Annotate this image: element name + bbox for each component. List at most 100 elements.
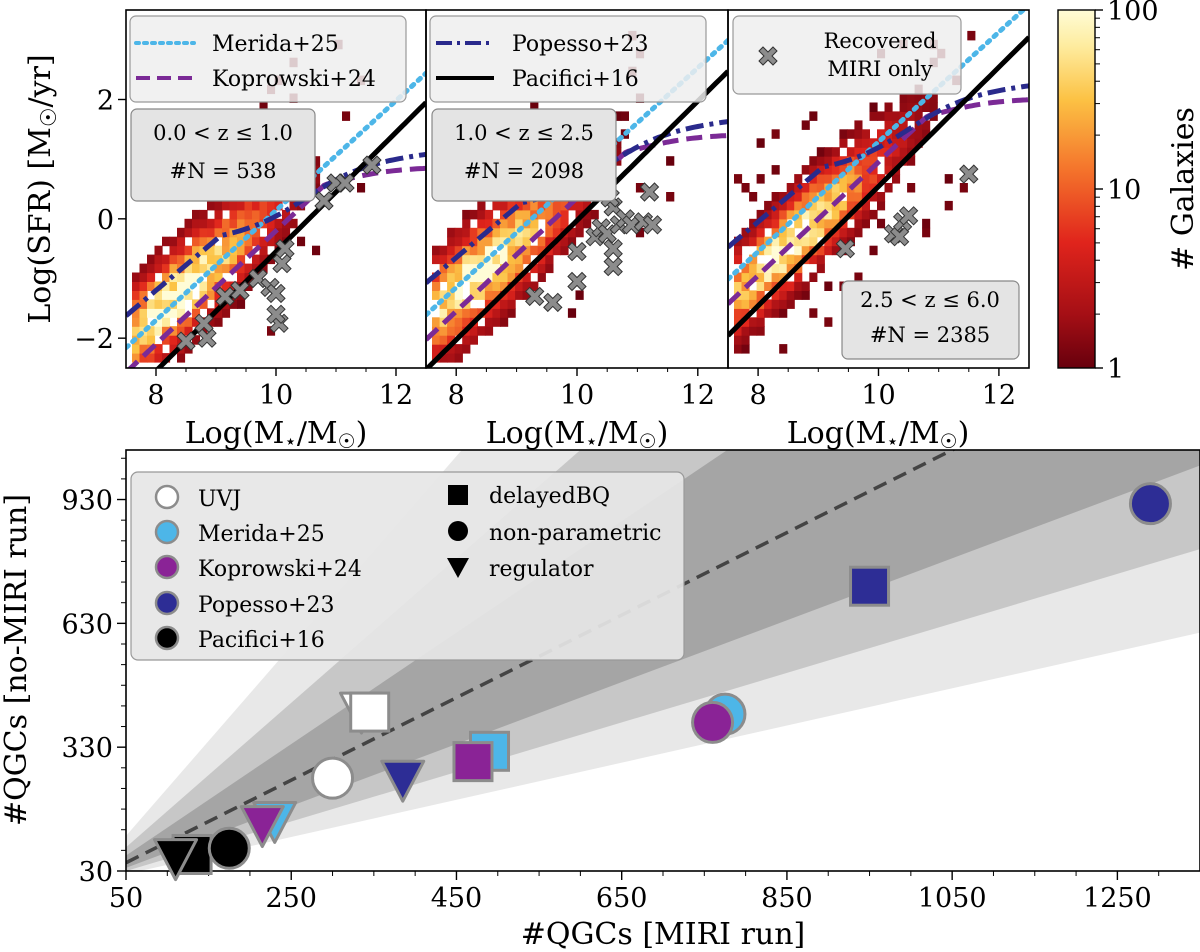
heatmap-cell xyxy=(734,344,743,354)
heatmap-cell xyxy=(907,156,916,166)
heatmap-cell xyxy=(884,120,893,130)
heatmap-cell xyxy=(237,218,246,229)
heatmap-cell xyxy=(552,200,561,211)
heatmap-cell xyxy=(530,200,539,211)
legend-koprowski-label: Koprowski+24 xyxy=(212,67,376,92)
heatmap-cell xyxy=(846,147,855,157)
heatmap-cell xyxy=(831,192,840,202)
heatmap-cell xyxy=(809,192,818,202)
heatmap-cell xyxy=(884,165,893,175)
panel-low-z-xlabel: Log(M⋆/M☉) xyxy=(185,416,368,453)
heatmap-cell xyxy=(749,254,758,265)
y-tick-label: −2 xyxy=(74,324,114,355)
heatmap-cell xyxy=(530,281,539,291)
heatmap-cell xyxy=(756,308,765,318)
heatmap-cell xyxy=(132,281,141,291)
panel-mid-z-ticks: 8 10 12 xyxy=(448,368,715,411)
heatmap-cell xyxy=(801,236,810,247)
heatmap-cell xyxy=(432,245,441,256)
heatmap-cell xyxy=(462,317,471,327)
colorbar-tick-label: 100 xyxy=(1107,0,1159,27)
panel-mid-z-legend: Popesso+23 Pacifici+16 xyxy=(429,15,707,103)
heatmap-cell xyxy=(139,317,148,327)
heatmap-cell xyxy=(214,200,223,211)
heatmap-cell xyxy=(169,290,178,300)
heatmap-cell xyxy=(794,236,803,247)
heatmap-cell xyxy=(801,209,810,220)
qgc-point-triangle xyxy=(153,838,199,882)
heatmap-cell xyxy=(816,174,825,184)
heatmap-cell xyxy=(839,174,848,184)
heatmap-cell xyxy=(786,263,795,274)
heatmap-cell xyxy=(522,245,531,256)
heatmap-cell xyxy=(169,308,178,318)
heatmap-cell xyxy=(846,200,855,211)
heatmap-cell xyxy=(854,183,863,193)
y-tick-label: 0 xyxy=(97,205,114,236)
heatmap-cell xyxy=(771,165,780,175)
heatmap-cell xyxy=(154,299,163,309)
heatmap-cell xyxy=(184,218,193,229)
heatmap-cell xyxy=(154,353,163,363)
heatmap-cell xyxy=(779,192,788,202)
heatmap-cell xyxy=(824,236,833,247)
heatmap-cell xyxy=(154,344,163,354)
heatmap-cell xyxy=(199,281,208,291)
heatmap-cell xyxy=(666,156,675,166)
x-tick-label: 8 xyxy=(147,380,164,411)
heatmap-cell xyxy=(831,227,840,238)
heatmap-cell xyxy=(839,183,848,193)
recovered-miri-point xyxy=(889,226,910,247)
heatmap-cell xyxy=(469,236,478,247)
heatmap-cell xyxy=(922,102,931,112)
panel-high-z-recovered-points xyxy=(835,164,979,259)
x-tick-label: 10 xyxy=(259,380,293,411)
recovered-miri-point xyxy=(898,206,919,226)
heatmap-cell xyxy=(199,299,208,309)
heatmap-cell xyxy=(809,308,818,318)
heatmap-cell xyxy=(484,218,494,229)
qgc-x-tick-label: 1250 xyxy=(1083,883,1152,914)
heatmap-cell xyxy=(447,326,456,336)
heatmap-cell xyxy=(839,165,848,175)
heatmap-cell xyxy=(477,218,486,229)
legend-regulator-marker xyxy=(447,558,469,578)
panel-low-z-ticks: 8 10 12 −2 0 2 xyxy=(74,86,413,412)
pacifici-relation xyxy=(426,69,728,368)
recovered-miri-point xyxy=(639,182,660,202)
colorbar-ticks: 1 10 100 xyxy=(1095,0,1159,385)
heatmap-cell xyxy=(162,290,171,300)
heatmap-cell xyxy=(854,227,863,238)
heatmap-cell xyxy=(922,218,931,229)
heatmap-cell xyxy=(854,272,863,282)
heatmap-cell xyxy=(575,200,584,211)
heatmap-cell xyxy=(741,317,750,327)
heatmap-cell xyxy=(177,236,186,247)
heatmap-cell xyxy=(764,200,773,211)
recovered-miri-point xyxy=(275,238,295,259)
heatmap-cell xyxy=(922,120,931,130)
heatmap-cell xyxy=(259,200,268,211)
heatmap-cell xyxy=(289,200,298,211)
heatmap-cell xyxy=(613,111,622,121)
heatmap-cell xyxy=(537,254,546,265)
heatmap-cell xyxy=(439,263,448,274)
heatmap-cell xyxy=(786,254,795,265)
heatmap-cell xyxy=(169,245,178,256)
heatmap-cell xyxy=(500,227,509,238)
heatmap-cell xyxy=(567,308,577,318)
heatmap-cell xyxy=(274,218,283,229)
heatmap-cell xyxy=(734,335,743,345)
heatmap-cell xyxy=(590,209,599,220)
heatmap-cell xyxy=(229,254,238,265)
heatmap-cell xyxy=(484,290,494,300)
panel-low-z-recovered-points xyxy=(176,155,382,351)
recovered-miri-point xyxy=(642,215,663,235)
heatmap-cell xyxy=(439,245,448,256)
heatmap-cell xyxy=(484,317,494,327)
heatmap-cell xyxy=(944,174,953,184)
heatmap-cell xyxy=(794,281,803,291)
legend-koprowski-color-label: Koprowski+24 xyxy=(198,557,362,582)
heatmap-cell xyxy=(515,218,524,229)
